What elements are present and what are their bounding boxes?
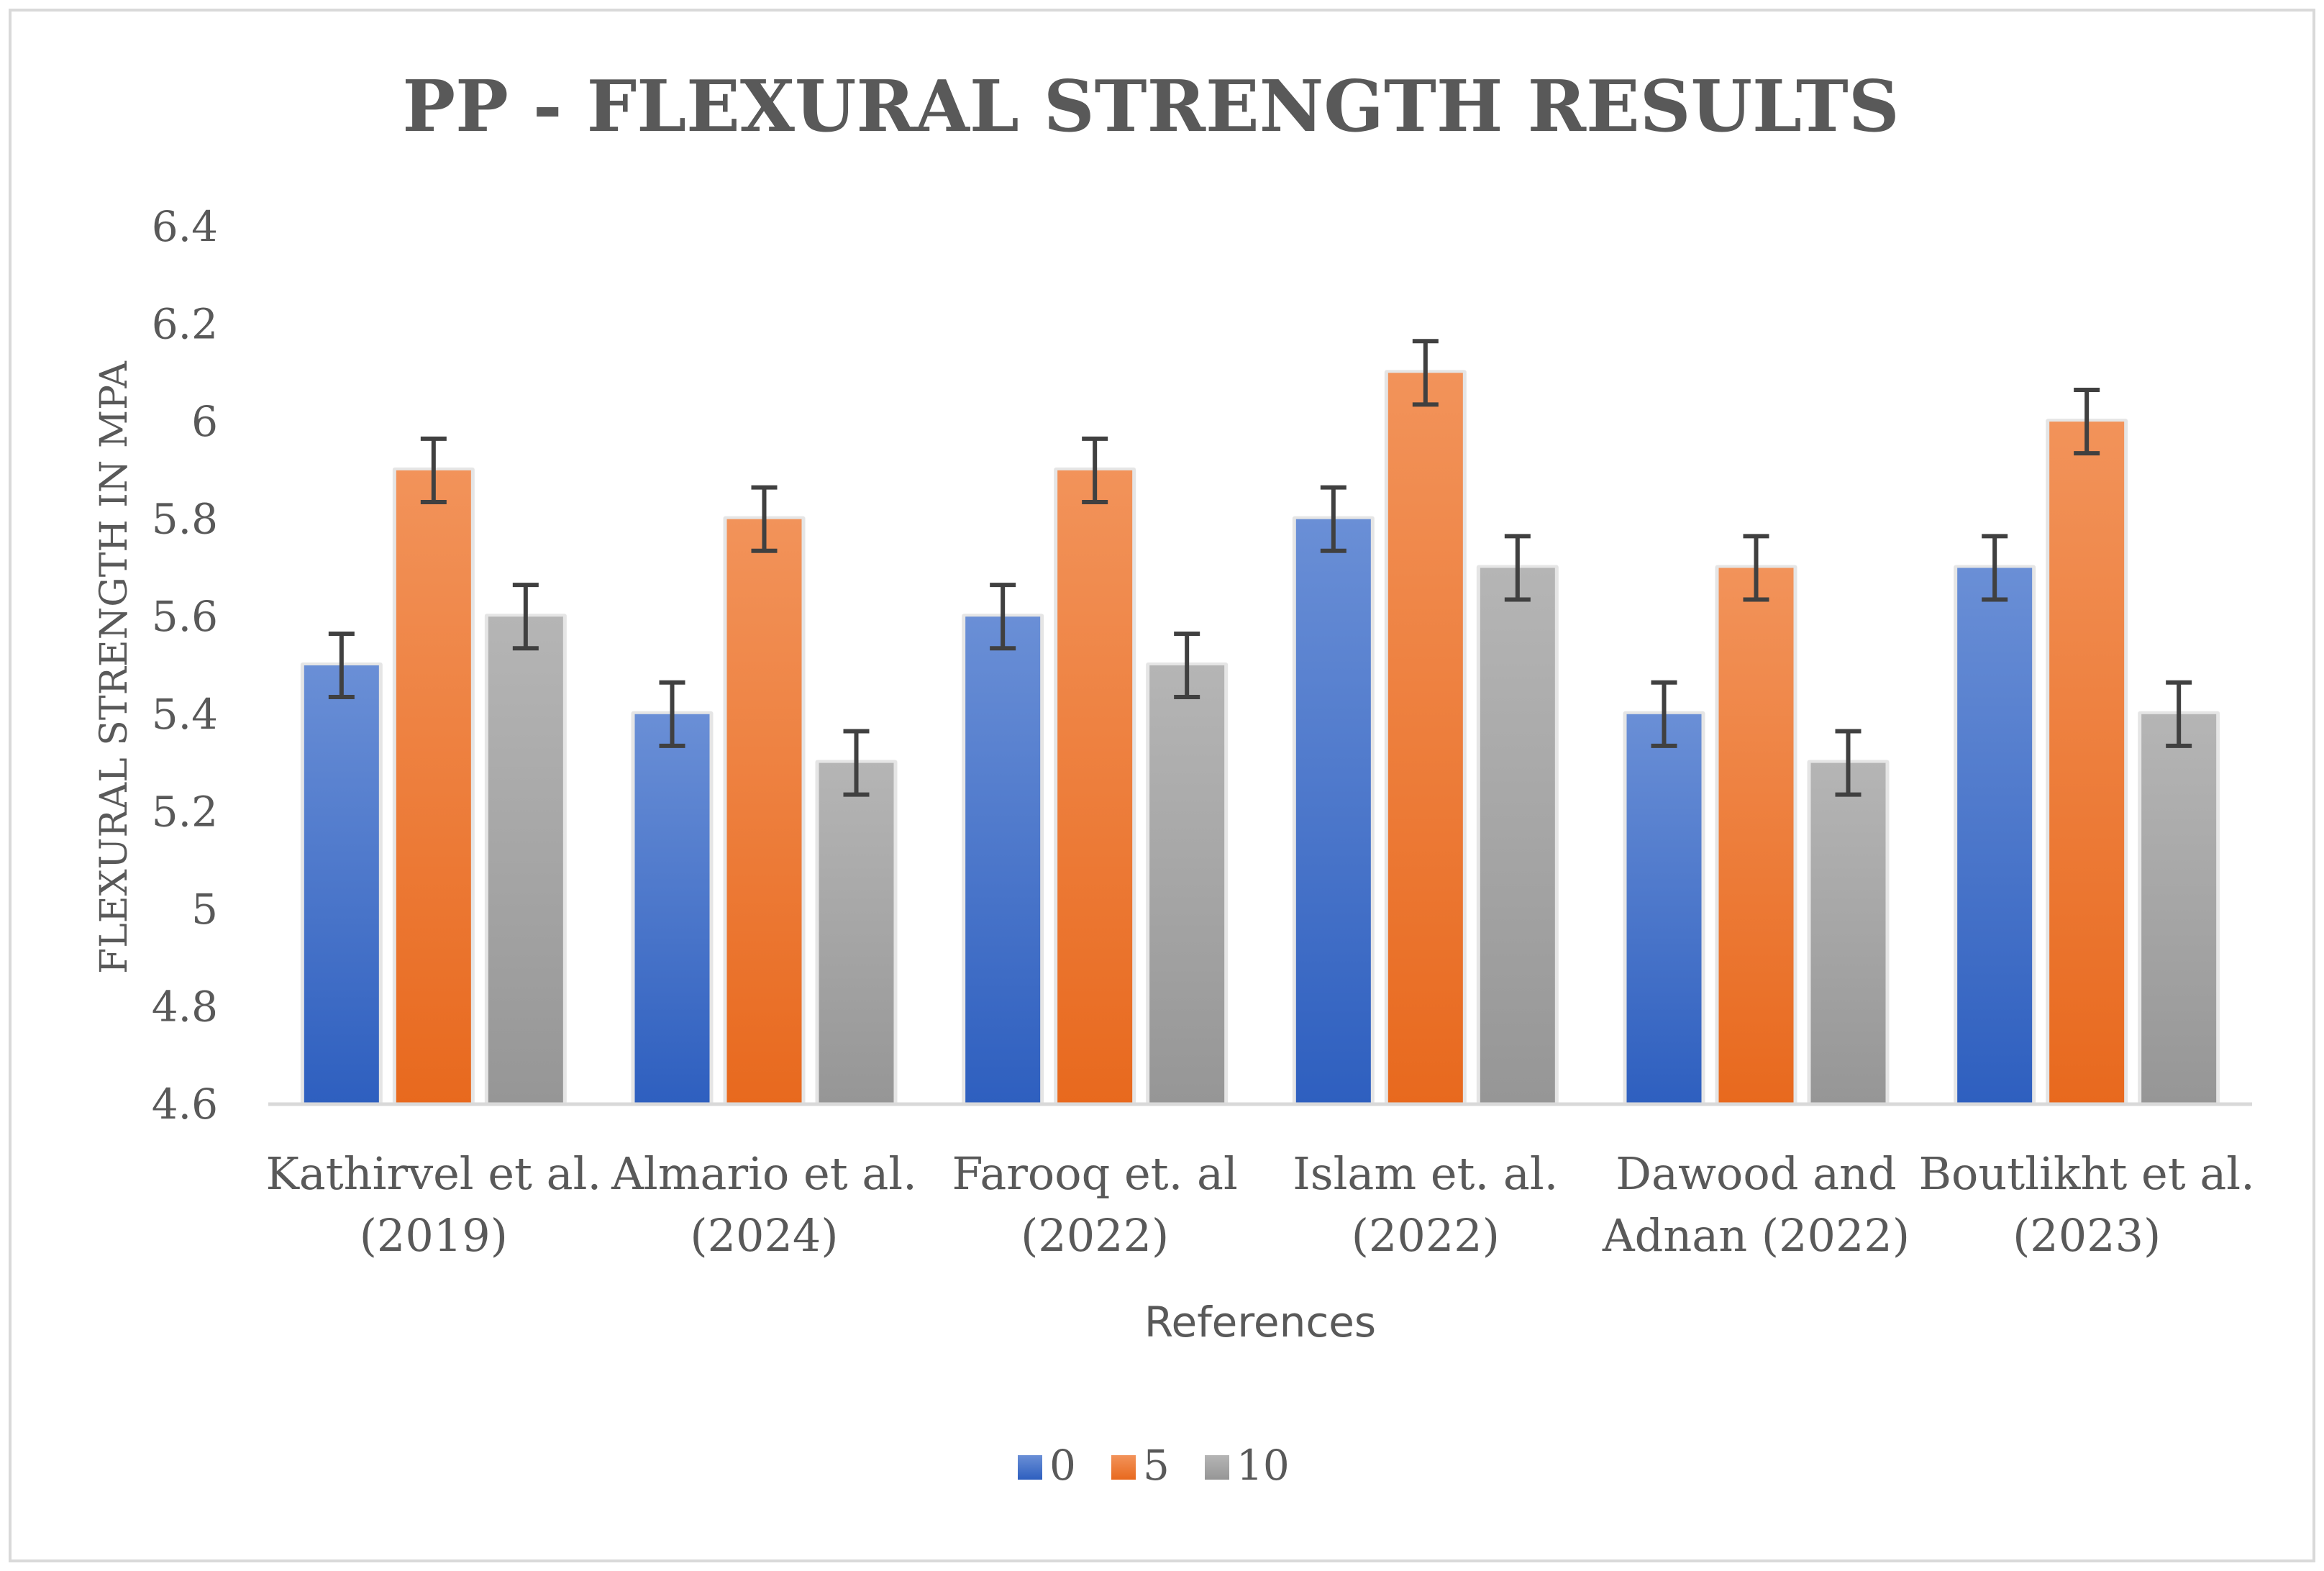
x-axis-categories: Kathirvel et al. (2019)Almario et al. (202… <box>265 1147 2254 1262</box>
y-tick-label: 5 <box>191 885 218 934</box>
bar-series-10 <box>1810 762 1886 1104</box>
bar-series-5 <box>396 470 471 1104</box>
y-axis-label: FLEXURAL STRENGTH IN MPA <box>93 360 136 974</box>
x-category-label: Boutlikht et al. (2023) <box>1918 1147 2254 1262</box>
legend-swatch-10 <box>1205 1455 1229 1480</box>
y-tick-label: 4.8 <box>152 982 218 1031</box>
legend: 0 5 10 <box>1018 1441 1290 1490</box>
bar-series-10 <box>1480 568 1555 1104</box>
y-tick-label: 5.2 <box>152 787 218 836</box>
bar-series-5 <box>2049 422 2125 1104</box>
legend-swatch-0 <box>1018 1455 1042 1480</box>
bar-series-0 <box>1626 714 1702 1104</box>
x-category-label: Almario et al. (2024) <box>611 1147 917 1262</box>
bar-series-0 <box>634 714 710 1104</box>
bar-series-0 <box>1295 519 1371 1104</box>
x-axis-label: References <box>1144 1298 1376 1347</box>
bars <box>300 370 2220 1104</box>
x-category-label: Dawood and Adnan (2022) <box>1602 1147 1910 1262</box>
bar-series-0 <box>1957 568 2033 1104</box>
x-category-label: Islam et. al. (2022) <box>1293 1147 1558 1262</box>
error-bars <box>328 339 2192 797</box>
y-tick-label: 6.4 <box>152 202 218 251</box>
legend-label: 10 <box>1236 1441 1290 1490</box>
y-tick-label: 5.8 <box>152 495 218 544</box>
bar-series-5 <box>1718 568 1794 1104</box>
bar-series-10 <box>819 762 894 1104</box>
bar-series-10 <box>2141 714 2217 1104</box>
y-tick-label: 6 <box>191 397 218 446</box>
x-category-label: Kathirvel et al. (2019) <box>265 1147 601 1262</box>
y-tick-label: 5.4 <box>152 690 218 739</box>
bar-series-5 <box>726 519 802 1104</box>
y-tick-label: 4.6 <box>152 1080 218 1129</box>
y-axis: 4.6 4.8 5 5.2 5.4 5.6 5.8 6 6.2 6.4 <box>152 202 218 1129</box>
legend-label: 0 <box>1049 1441 1076 1490</box>
y-tick-label: 6.2 <box>152 300 218 349</box>
bar-series-5 <box>1057 470 1133 1104</box>
x-category-label: Farooq et. al (2022) <box>952 1147 1238 1262</box>
legend-label: 5 <box>1143 1441 1170 1490</box>
bar-series-0 <box>965 616 1041 1104</box>
bar-series-10 <box>1149 665 1225 1104</box>
legend-swatch-5 <box>1111 1455 1136 1480</box>
bar-series-0 <box>304 665 379 1104</box>
bar-series-10 <box>488 616 563 1104</box>
bar-series-5 <box>1387 373 1463 1104</box>
y-tick-label: 5.6 <box>152 592 218 641</box>
chart-title: PP - FLEXURAL STRENGTH RESULTS <box>402 65 1899 148</box>
